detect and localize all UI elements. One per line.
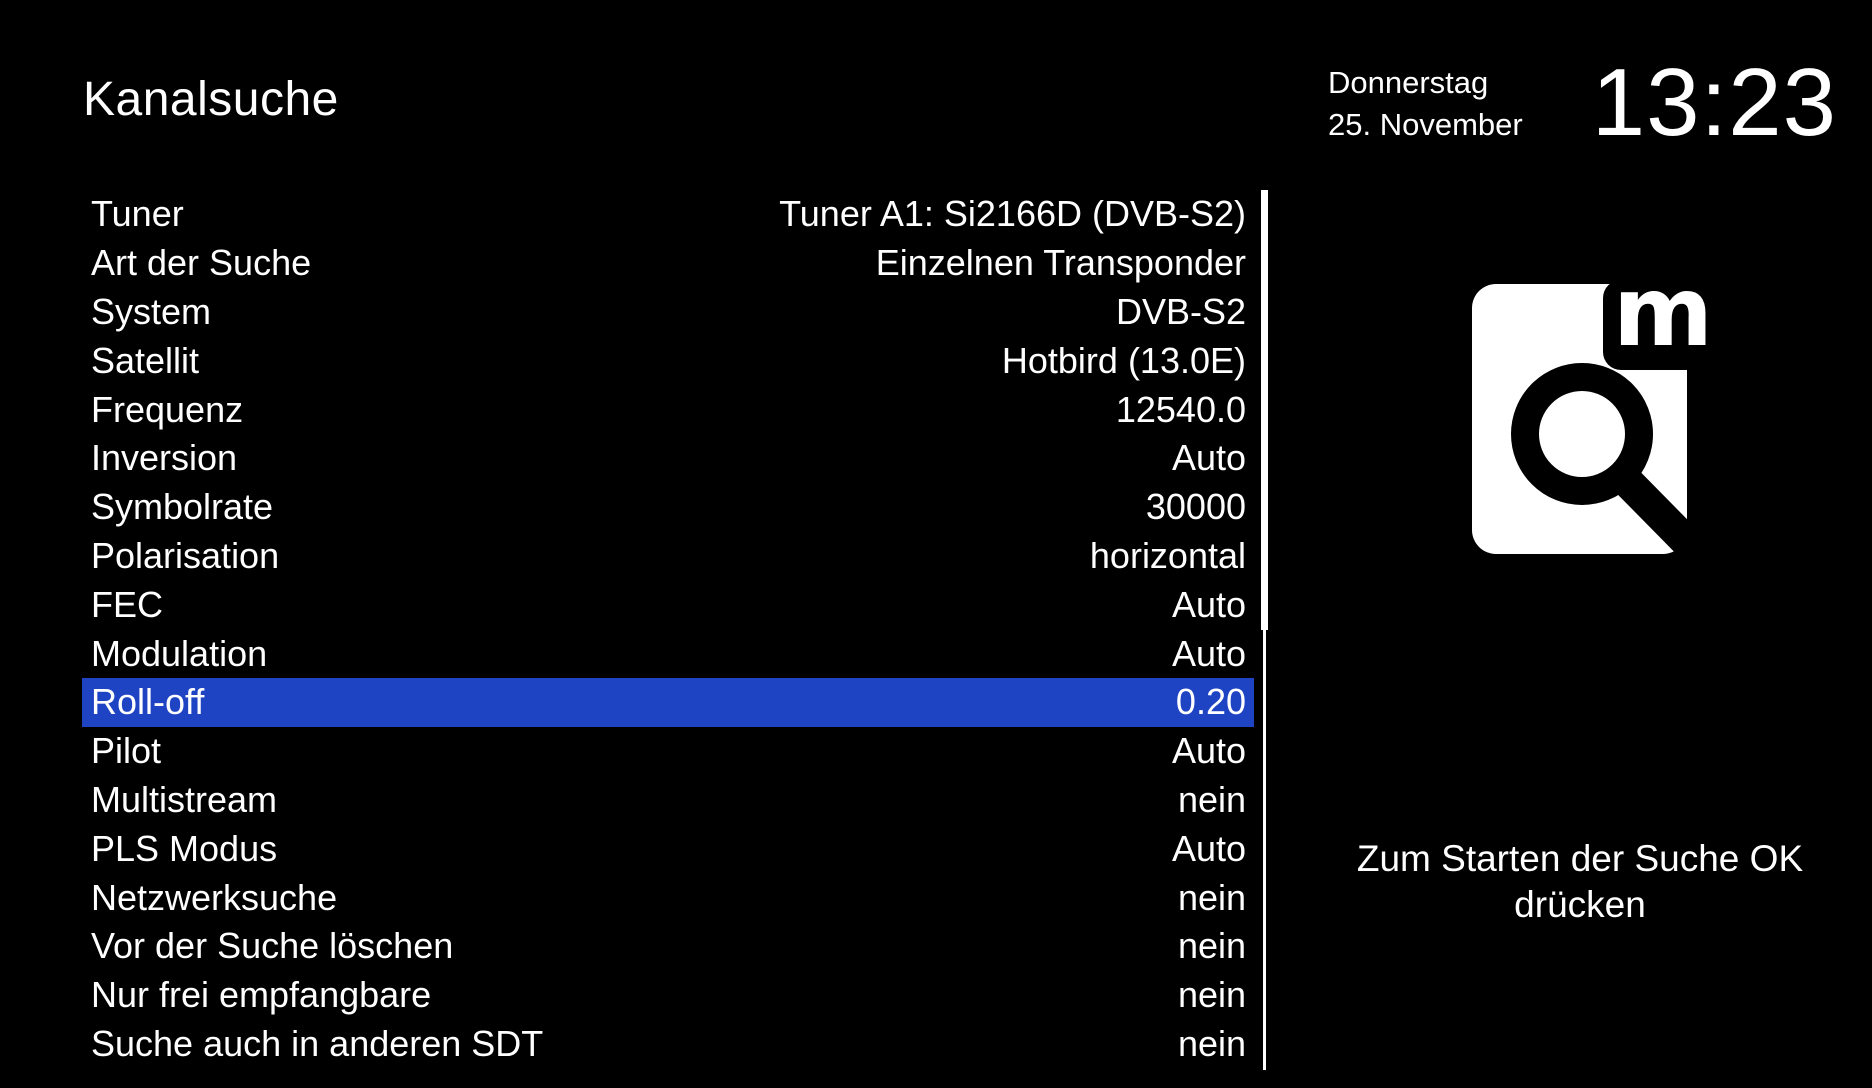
setting-label: Inversion <box>91 437 238 479</box>
setting-row-multistream[interactable]: Multistream nein <box>82 776 1254 825</box>
setting-label: Art der Suche <box>91 242 312 284</box>
setting-label: Modulation <box>91 632 268 674</box>
setting-label: Tuner <box>91 193 184 235</box>
setting-row-fec[interactable]: FEC Auto <box>82 580 1254 629</box>
page-title: Kanalsuche <box>83 73 339 126</box>
setting-label: Multistream <box>91 778 278 820</box>
setting-row-roll-off[interactable]: Roll-off 0.20 <box>82 677 1254 727</box>
setting-value: Auto <box>1171 632 1246 674</box>
scrollbar-track[interactable] <box>1263 190 1266 1070</box>
setting-row-free-to-air-only[interactable]: Nur frei empfangbare nein <box>82 971 1254 1020</box>
setting-value: Auto <box>1171 437 1246 479</box>
start-search-hint: Zum Starten der Suche OK drücken <box>1356 838 1804 925</box>
setting-label: PLS Modus <box>91 827 278 869</box>
setting-row-clear-before-search[interactable]: Vor der Suche löschen nein <box>82 922 1254 971</box>
setting-row-network-search[interactable]: Netzwerksuche nein <box>82 873 1254 922</box>
setting-label: Polarisation <box>91 534 280 576</box>
setting-row-tuner[interactable]: Tuner Tuner A1: Si2166D (DVB-S2) <box>82 190 1254 239</box>
settings-list: Tuner Tuner A1: Si2166D (DVB-S2) Art der… <box>82 190 1254 1068</box>
setting-value: Auto <box>1171 827 1246 869</box>
setting-value: 12540.0 <box>1115 388 1246 430</box>
scrollbar-thumb[interactable] <box>1261 190 1268 630</box>
setting-label: Suche auch in anderen SDT <box>91 1022 544 1064</box>
setting-label: Satellit <box>91 339 200 381</box>
setting-row-polarisation[interactable]: Polarisation horizontal <box>82 532 1254 581</box>
setting-label: Netzwerksuche <box>91 876 338 918</box>
setting-row-inversion[interactable]: Inversion Auto <box>82 434 1254 483</box>
setting-value: Tuner A1: Si2166D (DVB-S2) <box>779 193 1246 235</box>
date-display: Donnerstag 25. November <box>1328 62 1523 146</box>
setting-value: 0.20 <box>1175 681 1246 723</box>
setting-label: FEC <box>91 583 163 625</box>
setting-row-modulation[interactable]: Modulation Auto <box>82 629 1254 678</box>
setting-row-satellite[interactable]: Satellit Hotbird (13.0E) <box>82 336 1254 385</box>
setting-value: Auto <box>1171 583 1246 625</box>
setting-value: nein <box>1177 925 1246 967</box>
channel-search-logo-icon: m <box>1472 282 1720 554</box>
setting-row-search-type[interactable]: Art der Suche Einzelnen Transponder <box>82 239 1254 288</box>
setting-label: Roll-off <box>91 681 205 723</box>
setting-row-pls-mode[interactable]: PLS Modus Auto <box>82 824 1254 873</box>
setting-row-frequency[interactable]: Frequenz 12540.0 <box>82 385 1254 434</box>
setting-label: Frequenz <box>91 388 244 430</box>
setting-value: nein <box>1177 778 1246 820</box>
setting-value: nein <box>1177 1022 1246 1064</box>
setting-value: Hotbird (13.0E) <box>1001 339 1246 381</box>
setting-value: DVB-S2 <box>1115 290 1246 332</box>
setting-label: Symbolrate <box>91 486 274 528</box>
setting-value: nein <box>1177 876 1246 918</box>
setting-label: Pilot <box>91 730 162 772</box>
date-label: 25. November <box>1328 107 1523 142</box>
clock: 13:23 <box>1591 49 1837 156</box>
setting-value: Auto <box>1171 730 1246 772</box>
setting-value: horizontal <box>1089 534 1246 576</box>
svg-text:m: m <box>1613 282 1713 368</box>
setting-label: System <box>91 290 212 332</box>
setting-value: Einzelnen Transponder <box>875 242 1246 284</box>
setting-label: Vor der Suche löschen <box>91 925 454 967</box>
setting-value: 30000 <box>1145 486 1246 528</box>
setting-row-system[interactable]: System DVB-S2 <box>82 288 1254 337</box>
setting-row-search-other-sdt[interactable]: Suche auch in anderen SDT nein <box>82 1020 1254 1069</box>
setting-row-symbol-rate[interactable]: Symbolrate 30000 <box>82 483 1254 532</box>
setting-row-pilot[interactable]: Pilot Auto <box>82 727 1254 776</box>
setting-value: nein <box>1177 974 1246 1016</box>
setting-label: Nur frei empfangbare <box>91 974 432 1016</box>
weekday-label: Donnerstag <box>1328 65 1489 100</box>
